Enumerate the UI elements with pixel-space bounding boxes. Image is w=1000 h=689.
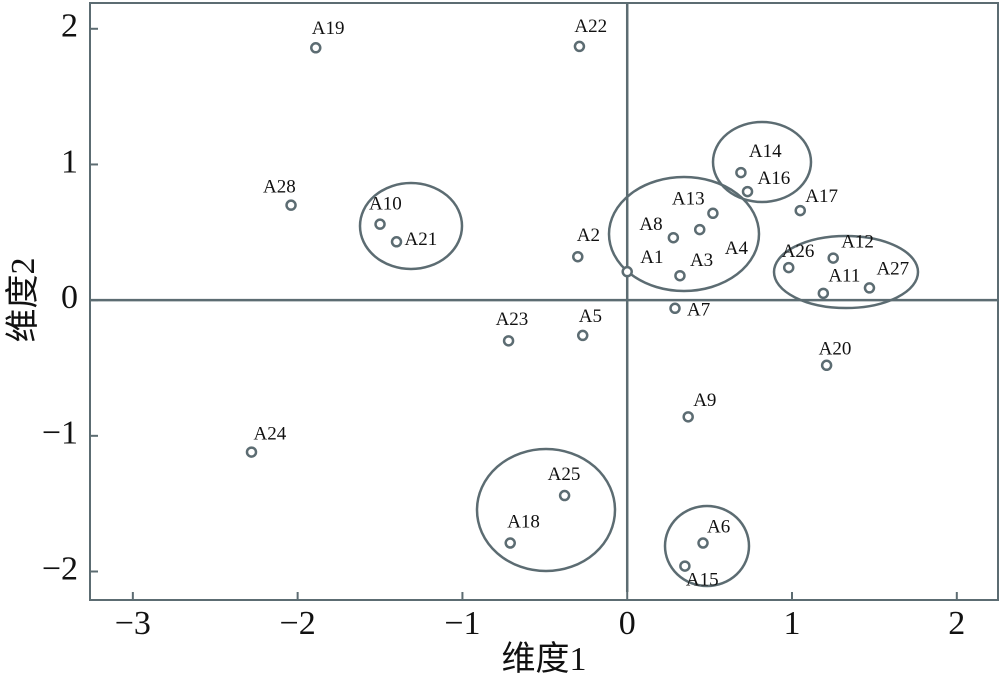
point [558, 489, 571, 502]
point [693, 223, 706, 236]
point [782, 261, 795, 274]
point [502, 335, 515, 347]
point [621, 265, 633, 278]
point [374, 218, 386, 230]
point [669, 302, 681, 315]
point-label: A1 [640, 247, 663, 268]
point [697, 537, 709, 549]
point [735, 166, 747, 179]
point-label: A4 [725, 238, 749, 259]
point-label: A12 [841, 231, 874, 252]
point [741, 185, 754, 198]
y-tick-label: −1 [42, 415, 78, 452]
point-label: A7 [687, 300, 710, 321]
x-tick-label: 0 [619, 605, 636, 642]
point-label: A18 [507, 511, 540, 532]
plot-frame [89, 2, 999, 601]
cluster-ellipse [358, 181, 464, 271]
point-label: A5 [579, 306, 602, 327]
point [820, 359, 833, 372]
point-label: A16 [758, 168, 791, 189]
x-tick-label: 1 [784, 605, 801, 642]
point-label: A19 [312, 18, 345, 39]
point-label: A2 [577, 225, 600, 246]
point-label: A8 [639, 214, 662, 235]
point-label: A28 [263, 177, 296, 198]
point-label: A11 [828, 266, 860, 287]
x-tick-label: −2 [280, 605, 316, 642]
point-label: A20 [819, 339, 852, 360]
point-label: A27 [876, 258, 909, 279]
y-tick-label: 2 [61, 8, 78, 45]
point [674, 269, 686, 282]
point-label: A22 [574, 16, 607, 37]
point [667, 231, 680, 244]
point-label: A17 [805, 186, 838, 207]
point-label: A21 [405, 229, 438, 250]
point-label: A23 [496, 309, 529, 330]
point-label: A9 [693, 390, 716, 411]
point-label: A25 [548, 464, 581, 485]
point [573, 40, 586, 53]
y-axis-label: 维度2 [4, 258, 42, 343]
x-tick-label: −3 [115, 605, 151, 642]
y-tick-label: −2 [42, 550, 78, 587]
x-tick-label: −1 [444, 605, 480, 642]
y-tick-label: 0 [61, 279, 78, 316]
point [390, 236, 403, 248]
cluster-ellipse [663, 504, 751, 588]
point-label: A6 [707, 516, 730, 537]
point [863, 282, 876, 294]
point [504, 537, 516, 549]
x-tick-label: 2 [948, 605, 965, 642]
point-label: A13 [672, 189, 705, 210]
point [682, 411, 694, 423]
point [576, 329, 589, 342]
point [817, 287, 830, 300]
point [827, 252, 839, 264]
point [707, 207, 719, 220]
point [679, 560, 691, 572]
point [285, 199, 297, 211]
cluster-ellipse [711, 120, 813, 204]
point-label: A3 [690, 250, 713, 271]
cluster-ellipse [607, 175, 761, 293]
x-axis-label: 维度1 [502, 640, 587, 678]
cluster-ellipse [475, 447, 617, 573]
y-tick-label: 1 [61, 143, 78, 180]
point-label: A24 [253, 423, 286, 444]
cluster-ellipse [772, 234, 920, 310]
point-label: A26 [782, 241, 815, 262]
point [245, 446, 258, 458]
point [794, 204, 807, 217]
point-label: A10 [369, 194, 402, 215]
point [572, 250, 584, 263]
point [310, 42, 322, 54]
point-label: A14 [749, 141, 782, 162]
point-label: A15 [686, 569, 719, 590]
